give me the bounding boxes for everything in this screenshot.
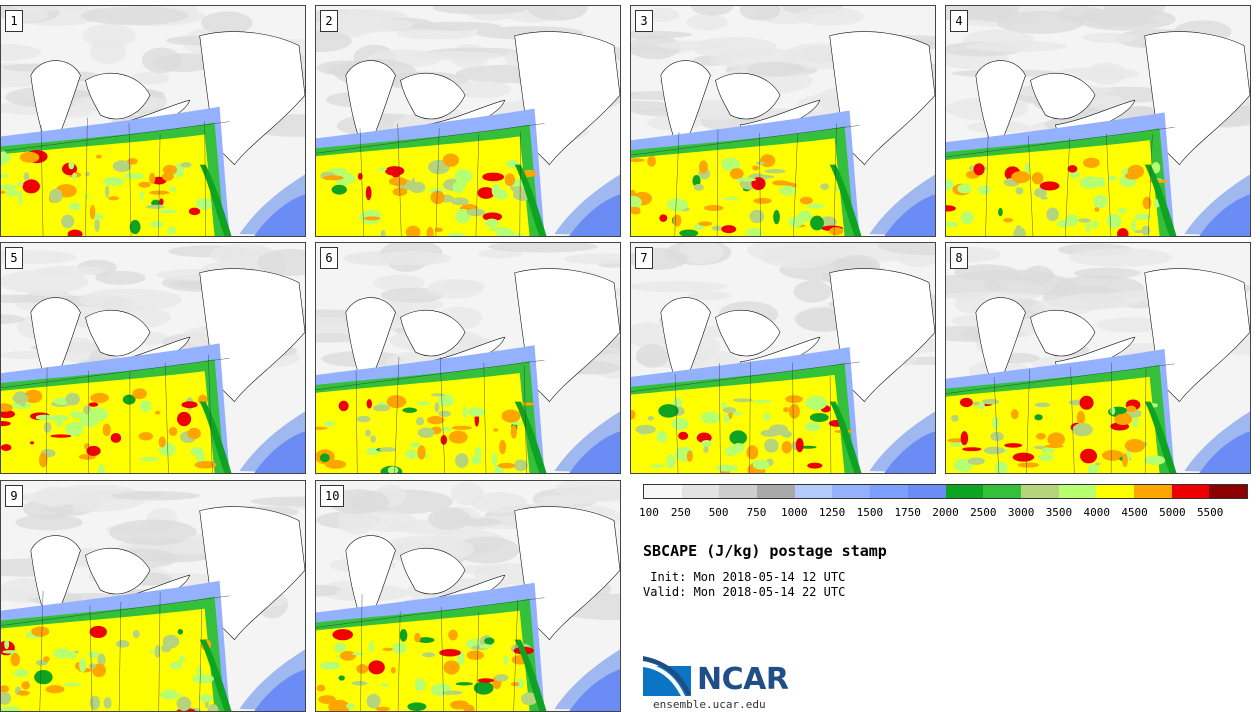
colorbar-swatch	[832, 485, 871, 498]
colorbar-swatch	[870, 485, 908, 498]
sbcape-map	[1, 6, 305, 236]
colorbar-tick-label: 2500	[970, 506, 997, 519]
colorbar-ticks: 100 250 500 750 1000 1250 1500 1750 2000 2500 3000…	[639, 506, 1248, 520]
colorbar-swatch	[1020, 485, 1059, 498]
colorbar-swatch	[1133, 485, 1172, 498]
stamp-label: 6	[320, 247, 338, 269]
colorbar-tick-label: 250	[670, 506, 691, 519]
colorbar-tick-label: 4000	[1083, 506, 1111, 519]
colorbar-tick-label: 5500	[1196, 506, 1224, 519]
postage-stamp-7: 7	[630, 242, 936, 474]
postage-stamp-8: 8	[945, 242, 1251, 474]
colorbar-swatch	[644, 485, 682, 498]
colorbar-tick-label: 3500	[1045, 506, 1073, 519]
sbcape-map	[946, 6, 1250, 236]
sbcape-map	[1, 481, 305, 711]
sbcape-map	[316, 481, 620, 711]
stamp-label: 10	[320, 485, 345, 507]
colorbar-swatch	[794, 485, 833, 498]
sbcape-map	[1, 243, 305, 473]
ncar-url: ensemble.ucar.edu	[653, 698, 766, 711]
stamp-label: 5	[5, 247, 23, 269]
colorbar-swatch	[1171, 485, 1210, 498]
init-time: Init: Mon 2018-05-14 12 UTC	[643, 570, 846, 584]
postage-stamp-1: 1	[0, 5, 306, 237]
postage-stamp-3: 3	[630, 5, 936, 237]
colorbar-swatch	[983, 485, 1021, 498]
ncar-logo-icon	[643, 656, 691, 696]
stamp-label: 7	[635, 247, 653, 269]
stamp-label: 2	[320, 10, 338, 32]
colorbar-tick-label: 1750	[894, 506, 921, 519]
postage-stamp-5: 5	[0, 242, 306, 474]
colorbar-tick-label: 2000	[932, 506, 959, 519]
postage-stamp-6: 6	[315, 242, 621, 474]
postage-stamp-2: 2	[315, 5, 621, 237]
sbcape-map	[631, 243, 935, 473]
colorbar-tick-label: 1000	[781, 506, 808, 519]
postage-stamp-4: 4	[945, 5, 1251, 237]
colorbar-tick-label: 4500	[1121, 506, 1148, 519]
ncar-logo-text: NCAR	[697, 662, 789, 697]
colorbar-swatch	[1058, 485, 1097, 498]
colorbar-swatch	[1096, 485, 1134, 498]
stamp-label: 9	[5, 485, 23, 507]
postage-stamp-10: 10	[315, 480, 621, 712]
colorbar-swatch	[719, 485, 758, 498]
postage-stamp-9: 9	[0, 480, 306, 712]
colorbar-tick-label: 1250	[818, 506, 846, 519]
colorbar-swatch	[1209, 485, 1247, 498]
sbcape-map	[316, 243, 620, 473]
colorbar-tick-label: 500	[708, 506, 729, 519]
stamp-label: 8	[950, 247, 968, 269]
sbcape-map	[631, 6, 935, 236]
stamp-label: 4	[950, 10, 968, 32]
colorbar-tick-label: 100	[639, 506, 659, 519]
stamp-label: 3	[635, 10, 653, 32]
colorbar-swatch	[945, 485, 984, 498]
colorbar-swatch	[757, 485, 795, 498]
valid-time: Valid: Mon 2018-05-14 22 UTC	[643, 585, 846, 599]
sbcape-map	[946, 243, 1250, 473]
colorbar-swatch	[907, 485, 946, 498]
colorbar	[643, 484, 1248, 499]
chart-title: SBCAPE (J/kg) postage stamp	[643, 542, 887, 560]
stamp-label: 1	[5, 10, 23, 32]
colorbar-tick-label: 3000	[1007, 506, 1035, 519]
colorbar-tick-label: 1500	[856, 506, 884, 519]
colorbar-swatch	[681, 485, 720, 498]
colorbar-tick-label: 5000	[1159, 506, 1186, 519]
sbcape-map	[316, 6, 620, 236]
colorbar-tick-label: 750	[746, 506, 767, 519]
